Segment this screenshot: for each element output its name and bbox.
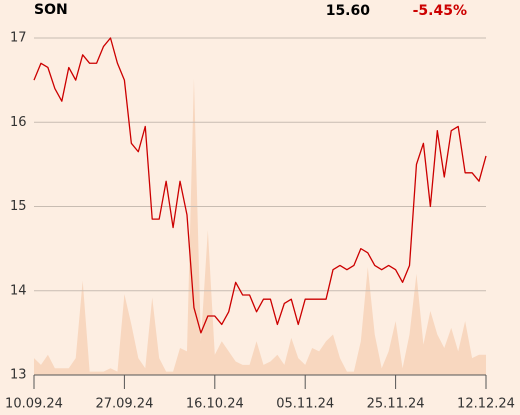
x-tick-label: 16.10.24 (186, 397, 244, 412)
x-tick-label: 12.12.24 (457, 397, 515, 412)
chart-title: SON (34, 2, 68, 18)
change: -5.45% (413, 3, 467, 19)
x-tick-label: 27.09.24 (95, 397, 153, 412)
y-tick-label: 17 (10, 31, 27, 46)
price-line (33, 37, 487, 334)
x-tick-label: 05.11.24 (276, 397, 334, 412)
volume-area (34, 78, 486, 375)
x-tick-label: 10.09.24 (5, 397, 63, 412)
price: 15.60 (326, 3, 371, 19)
y-tick-label: 14 (10, 283, 27, 298)
x-tick-label: 25.11.24 (367, 397, 425, 412)
y-tick-label: 16 (10, 115, 27, 130)
y-tick-label: 13 (10, 368, 27, 383)
y-tick-label: 15 (10, 199, 27, 214)
